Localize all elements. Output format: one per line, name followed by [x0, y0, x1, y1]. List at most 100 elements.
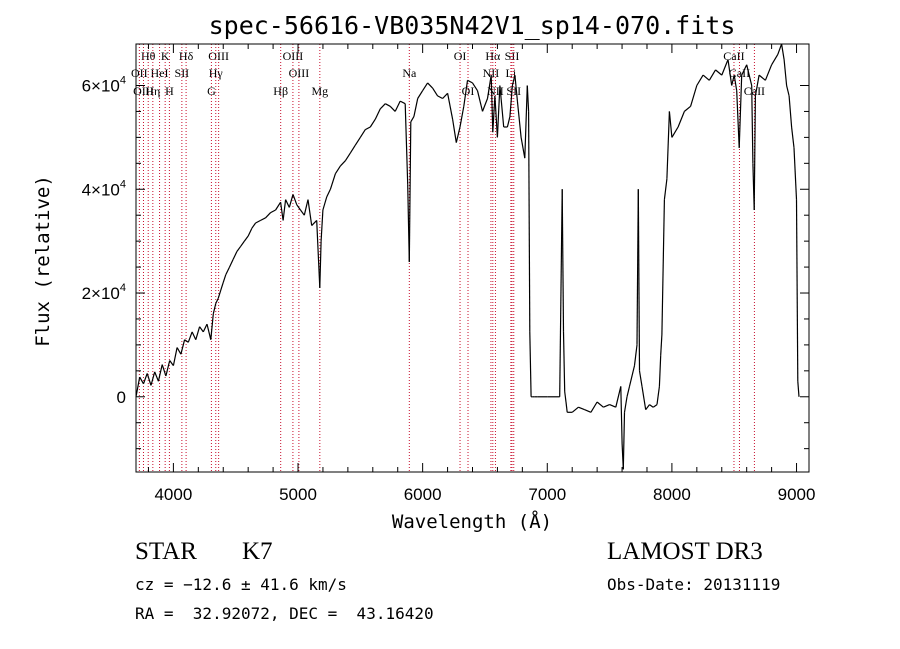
flux-segment: [741, 64, 748, 76]
flux-segment: [191, 331, 197, 340]
flux-segment: [157, 364, 163, 382]
flux-segment: [788, 95, 793, 128]
y-tick-exponent: 4: [120, 282, 126, 294]
flux-segment: [649, 404, 654, 408]
flux-segment: [135, 376, 141, 397]
flux-segment: [300, 209, 305, 216]
spectral-line-label: Hα: [485, 49, 501, 63]
flux-segment: [771, 54, 779, 66]
flux-segment: [578, 406, 585, 411]
spectral-line-label: Li: [506, 66, 517, 80]
flux-segment: [437, 95, 443, 100]
flux-segment: [633, 344, 638, 366]
flux-segment: [777, 43, 783, 55]
flux-segment: [349, 144, 356, 154]
flux-segment: [260, 217, 266, 221]
y-tick-label: 2×104: [82, 282, 126, 303]
flux-segment: [791, 126, 795, 148]
flux-segment: [459, 106, 465, 128]
flux-segment: [319, 241, 322, 288]
flux-segment: [499, 85, 505, 128]
flux-segment: [645, 404, 650, 411]
spectral-line-label: OIII: [283, 49, 304, 63]
flux-segment: [399, 100, 406, 105]
flux-segment: [243, 235, 249, 242]
flux-segment: [410, 116, 415, 123]
flux-segment: [422, 82, 429, 92]
y-tick-label: 0: [117, 388, 126, 407]
flux-segment: [529, 331, 532, 397]
flux-segment: [334, 165, 341, 175]
flux-segment: [311, 219, 318, 227]
flux-segment: [690, 85, 698, 107]
flux-segment: [738, 75, 743, 148]
flux-segment: [225, 266, 231, 276]
flux-segment: [247, 227, 253, 237]
flux-segment: [663, 178, 668, 200]
flux-segment: [702, 74, 710, 81]
flux-segment: [307, 199, 313, 226]
flux-segment: [303, 199, 309, 216]
flux-segment: [506, 116, 511, 128]
x-tick-label: 9000: [778, 485, 816, 504]
spectral-line-label: CaII: [744, 84, 765, 98]
x-tick-label: 8000: [653, 485, 691, 504]
flux-segment: [516, 101, 522, 138]
flux-segment: [154, 371, 159, 382]
flux-segment: [696, 74, 704, 86]
flux-segment: [736, 90, 740, 148]
flux-segment: [408, 121, 412, 262]
flux-segment: [359, 129, 366, 138]
flux-segment: [638, 370, 643, 387]
flux-segment: [369, 118, 376, 128]
x-axis-label: Wavelength (Å): [392, 510, 552, 533]
flux-segment: [626, 386, 631, 397]
flux-segment: [282, 199, 287, 221]
flux-segment: [481, 98, 489, 112]
x-tick-label: 4000: [154, 485, 192, 504]
flux-segment: [746, 64, 753, 86]
spectral-line-label: SII: [505, 49, 520, 63]
flux-segment: [417, 90, 424, 99]
flux-segment: [199, 326, 204, 333]
flux-segment: [467, 79, 473, 84]
flux-segment: [471, 82, 479, 92]
flux-segment: [228, 259, 234, 268]
x-tick-label: 6000: [404, 485, 442, 504]
flux-segment: [206, 323, 212, 340]
flux-segment: [255, 219, 261, 224]
flux-segment: [786, 85, 790, 97]
flux-segment: [442, 92, 449, 99]
flux-segment: [615, 386, 622, 408]
flux-segment: [727, 59, 733, 86]
flux-segment: [476, 90, 484, 112]
flux-segment: [781, 43, 785, 60]
flux-segment: [656, 386, 660, 405]
flux-segment: [326, 189, 331, 198]
flux-segment: [753, 95, 756, 211]
flux-segment: [677, 111, 685, 128]
spectral-line-markers: Hθ K Hδ OIII OIII Na OI Hα SII CaII OII HeI SII Hγ OII…: [131, 44, 765, 472]
flux-segment: [795, 199, 799, 382]
spectral-subclass: K7: [242, 538, 273, 565]
flux-segment: [565, 401, 568, 413]
flux-segment: [150, 371, 156, 386]
flux-segment: [514, 75, 518, 102]
flux-segment: [496, 85, 501, 138]
flux-segment: [187, 331, 193, 343]
flux-segment: [666, 111, 670, 179]
flux-segment: [385, 103, 391, 107]
flux-segment: [637, 189, 641, 371]
spectral-line-label: Hη: [145, 84, 160, 98]
flux-segment: [661, 199, 665, 335]
flux-segment: [520, 137, 526, 159]
flux-segment: [210, 313, 214, 340]
flux-segment: [172, 347, 178, 366]
flux-segment: [764, 64, 773, 81]
flux-segment: [758, 74, 766, 81]
flux-segment: [754, 74, 760, 97]
flux-segment: [622, 412, 626, 470]
y-tick-base: 6×10: [82, 77, 120, 96]
